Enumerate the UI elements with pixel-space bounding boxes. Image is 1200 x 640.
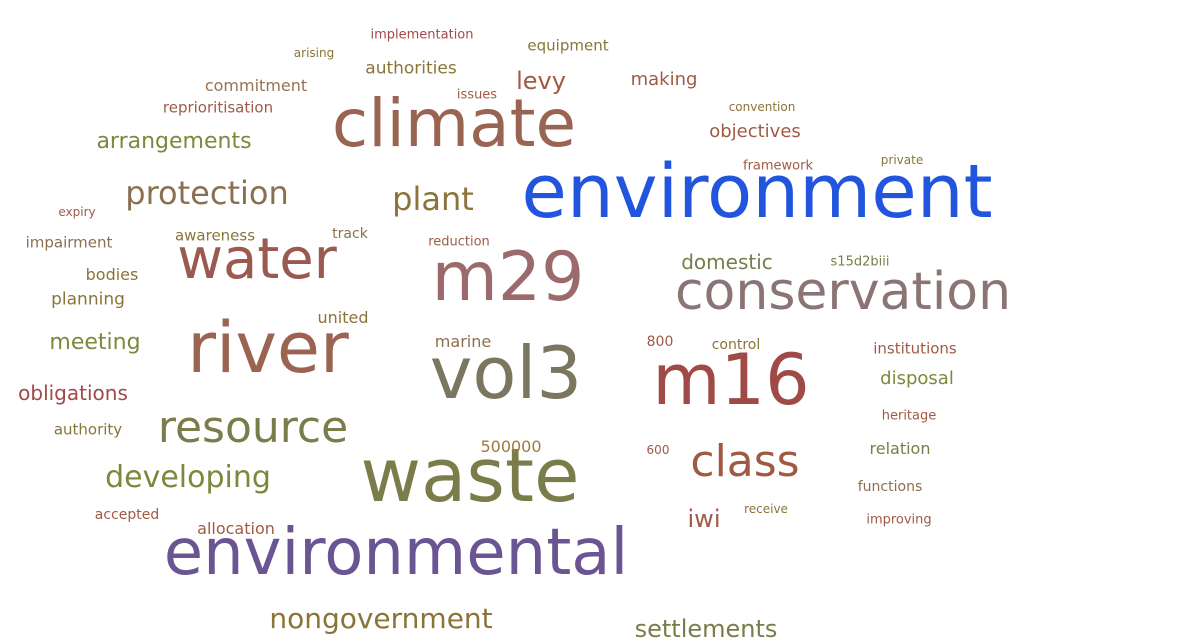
- word-river: river: [187, 307, 349, 389]
- word-arising: arising: [293, 46, 335, 60]
- word-nongovernment: nongovernment: [269, 602, 493, 635]
- word-planning: planning: [51, 289, 125, 310]
- word-private: private: [880, 153, 924, 167]
- word-awareness: awareness: [174, 226, 256, 245]
- word-conservation: conservation: [674, 262, 1012, 322]
- word-expiry: expiry: [58, 205, 96, 219]
- word-reduction: reduction: [428, 234, 490, 250]
- word-plant: plant: [392, 180, 474, 218]
- word-framework: framework: [742, 158, 814, 174]
- word-resource: resource: [157, 402, 349, 453]
- word-reprioritisation: reprioritisation: [162, 98, 274, 117]
- word-s15d2biii: s15d2biii: [830, 254, 890, 270]
- word-vol3: vol3: [429, 331, 583, 415]
- word-bodies: bodies: [85, 265, 139, 284]
- word-convention: convention: [728, 100, 796, 114]
- word-protection: protection: [125, 174, 289, 212]
- word-institutions: institutions: [873, 339, 957, 358]
- word-marine: marine: [434, 332, 492, 351]
- word-allocation: allocation: [197, 519, 275, 538]
- word-issues: issues: [456, 87, 498, 103]
- word-making: making: [630, 69, 698, 90]
- word-equipment: equipment: [527, 36, 609, 55]
- word-control: control: [711, 337, 761, 353]
- word-obligations: obligations: [18, 381, 128, 405]
- word-impairment: impairment: [25, 233, 113, 252]
- word-authorities: authorities: [365, 58, 457, 79]
- word-receive: receive: [744, 502, 788, 516]
- word-united: united: [317, 308, 369, 327]
- word-developing: developing: [105, 460, 271, 495]
- word-meeting: meeting: [49, 330, 141, 355]
- word-relation: relation: [869, 439, 931, 458]
- word-climate: climate: [331, 85, 577, 162]
- word-600: 600: [646, 443, 670, 457]
- word-accepted: accepted: [94, 507, 160, 523]
- word-500000: 500000: [480, 437, 542, 456]
- word-800: 800: [646, 334, 674, 350]
- word-waste: waste: [360, 433, 580, 519]
- word-m16: m16: [652, 339, 810, 421]
- word-class: class: [690, 436, 800, 487]
- word-domestic: domestic: [681, 250, 773, 274]
- word-improving: improving: [866, 512, 932, 528]
- word-authority: authority: [53, 420, 123, 439]
- word-m29: m29: [431, 238, 585, 317]
- word-objectives: objectives: [709, 121, 801, 142]
- word-functions: functions: [857, 479, 923, 495]
- word-track: track: [332, 226, 368, 242]
- word-arrangements: arrangements: [96, 129, 252, 154]
- word-commitment: commitment: [204, 76, 308, 95]
- word-water: water: [177, 227, 337, 292]
- word-levy: levy: [516, 67, 566, 95]
- word-iwi: iwi: [687, 505, 721, 533]
- word-heritage: heritage: [881, 408, 937, 424]
- word-settlements: settlements: [634, 615, 778, 640]
- word-implementation: implementation: [370, 27, 474, 43]
- word-disposal: disposal: [880, 368, 954, 389]
- word-environmental: environmental: [163, 516, 629, 590]
- word-environment: environment: [521, 149, 993, 235]
